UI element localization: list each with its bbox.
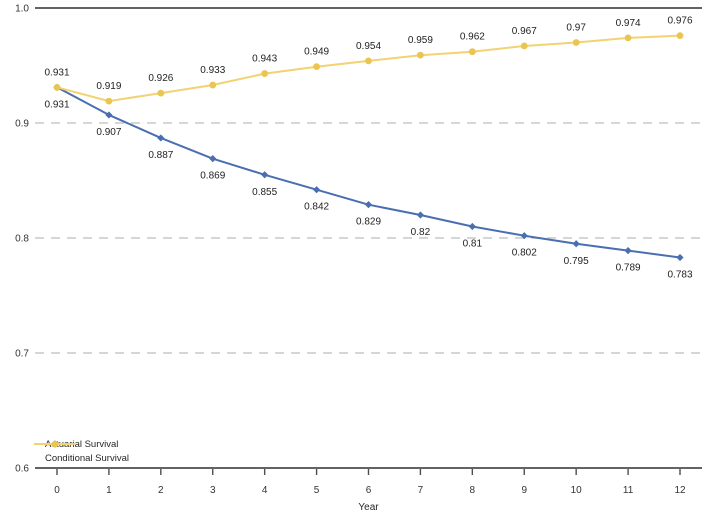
data-point-conditional-year-5 bbox=[313, 63, 320, 71]
data-label-conditional-year-3: 0.933 bbox=[200, 65, 225, 76]
y-tick-label-0.6: 0.6 bbox=[15, 464, 29, 475]
x-tick-label-11: 11 bbox=[623, 485, 634, 496]
data-label-actuarial-year-4: 0.855 bbox=[252, 187, 277, 198]
data-point-actuarial-year-6 bbox=[364, 201, 373, 209]
x-tick-label-0: 0 bbox=[54, 485, 60, 496]
data-label-actuarial-year-6: 0.829 bbox=[356, 217, 381, 228]
data-label-conditional-year-6: 0.954 bbox=[356, 41, 381, 52]
x-tick-label-6: 6 bbox=[366, 485, 372, 496]
x-tick-label-4: 4 bbox=[262, 485, 268, 496]
y-tick-label-0.9: 0.9 bbox=[15, 119, 29, 130]
data-label-actuarial-year-8: 0.81 bbox=[463, 239, 483, 250]
x-tick-label-3: 3 bbox=[210, 485, 216, 496]
data-point-conditional-year-0 bbox=[53, 83, 61, 91]
data-label-actuarial-year-3: 0.869 bbox=[200, 171, 225, 182]
x-tick-label-5: 5 bbox=[314, 485, 320, 496]
x-tick-label-9: 9 bbox=[521, 485, 527, 496]
data-point-conditional-year-2 bbox=[157, 89, 165, 97]
legend-label-conditional: Conditional Survival bbox=[45, 452, 129, 464]
data-point-actuarial-year-9 bbox=[520, 232, 528, 240]
data-label-conditional-year-1: 0.919 bbox=[96, 81, 121, 92]
data-label-actuarial-year-11: 0.789 bbox=[616, 263, 641, 274]
data-label-conditional-year-2: 0.926 bbox=[148, 73, 173, 84]
data-point-actuarial-year-5 bbox=[312, 186, 321, 194]
data-label-conditional-year-5: 0.949 bbox=[304, 47, 329, 58]
data-label-actuarial-year-9: 0.802 bbox=[512, 248, 537, 259]
data-point-conditional-year-9 bbox=[520, 42, 528, 50]
legend-item-conditional: Conditional Survival bbox=[33, 440, 129, 465]
data-point-conditional-year-11 bbox=[624, 34, 632, 42]
data-point-actuarial-year-2 bbox=[157, 134, 165, 142]
data-point-actuarial-year-7 bbox=[416, 211, 425, 219]
data-point-conditional-year-10 bbox=[572, 39, 580, 46]
data-label-actuarial-year-12: 0.783 bbox=[667, 270, 692, 281]
data-point-conditional-year-1 bbox=[105, 97, 113, 105]
data-label-conditional-year-7: 0.959 bbox=[408, 35, 433, 46]
data-label-conditional-year-11: 0.974 bbox=[616, 18, 641, 29]
x-tick-label-2: 2 bbox=[158, 485, 164, 496]
data-point-conditional-year-12 bbox=[676, 32, 684, 39]
x-tick-label-12: 12 bbox=[674, 485, 686, 496]
series-line-0 bbox=[56, 86, 681, 259]
data-label-actuarial-year-10: 0.795 bbox=[564, 256, 589, 267]
data-label-conditional-year-9: 0.967 bbox=[512, 26, 537, 37]
data-label-conditional-year-10: 0.97 bbox=[566, 23, 586, 34]
x-tick-label-7: 7 bbox=[418, 485, 424, 496]
y-tick-label-1.0: 1.0 bbox=[15, 4, 29, 15]
data-point-conditional-year-3 bbox=[209, 81, 217, 89]
data-label-conditional-year-0: 0.931 bbox=[44, 67, 69, 78]
data-point-conditional-year-6 bbox=[365, 57, 372, 65]
x-tick-label-10: 10 bbox=[571, 485, 583, 496]
y-tick-label-0.7: 0.7 bbox=[15, 349, 29, 360]
y-tick-label-0.8: 0.8 bbox=[15, 234, 29, 245]
legend-label-actuarial: Actuarial Survival bbox=[45, 438, 119, 450]
data-label-conditional-year-12: 0.976 bbox=[667, 16, 692, 27]
data-label-actuarial-year-5: 0.842 bbox=[304, 202, 329, 213]
data-label-actuarial-year-2: 0.887 bbox=[148, 150, 173, 161]
data-label-conditional-year-4: 0.943 bbox=[252, 54, 277, 65]
conditional-line-sample-icon bbox=[34, 440, 76, 448]
data-label-actuarial-year-0: 0.931 bbox=[44, 99, 69, 110]
data-point-actuarial-year-4 bbox=[261, 171, 269, 179]
data-point-actuarial-year-1 bbox=[105, 111, 113, 119]
data-label-actuarial-year-7: 0.82 bbox=[411, 227, 431, 238]
data-label-actuarial-year-1: 0.907 bbox=[96, 127, 121, 138]
data-point-actuarial-year-8 bbox=[468, 222, 476, 231]
data-point-conditional-year-4 bbox=[261, 70, 269, 77]
data-point-actuarial-year-11 bbox=[624, 247, 632, 255]
data-point-actuarial-year-12 bbox=[676, 253, 684, 262]
chart-legend: Actuarial Survival Conditional Survival bbox=[33, 438, 129, 465]
data-point-conditional-year-7 bbox=[417, 51, 424, 59]
data-label-conditional-year-8: 0.962 bbox=[460, 32, 485, 43]
data-point-conditional-year-8 bbox=[468, 48, 476, 56]
x-tick-label-8: 8 bbox=[470, 485, 476, 496]
x-tick-label-1: 1 bbox=[106, 485, 112, 496]
x-axis-title: Year bbox=[358, 502, 379, 513]
data-point-actuarial-year-3 bbox=[209, 155, 217, 163]
data-point-actuarial-year-10 bbox=[572, 240, 580, 248]
